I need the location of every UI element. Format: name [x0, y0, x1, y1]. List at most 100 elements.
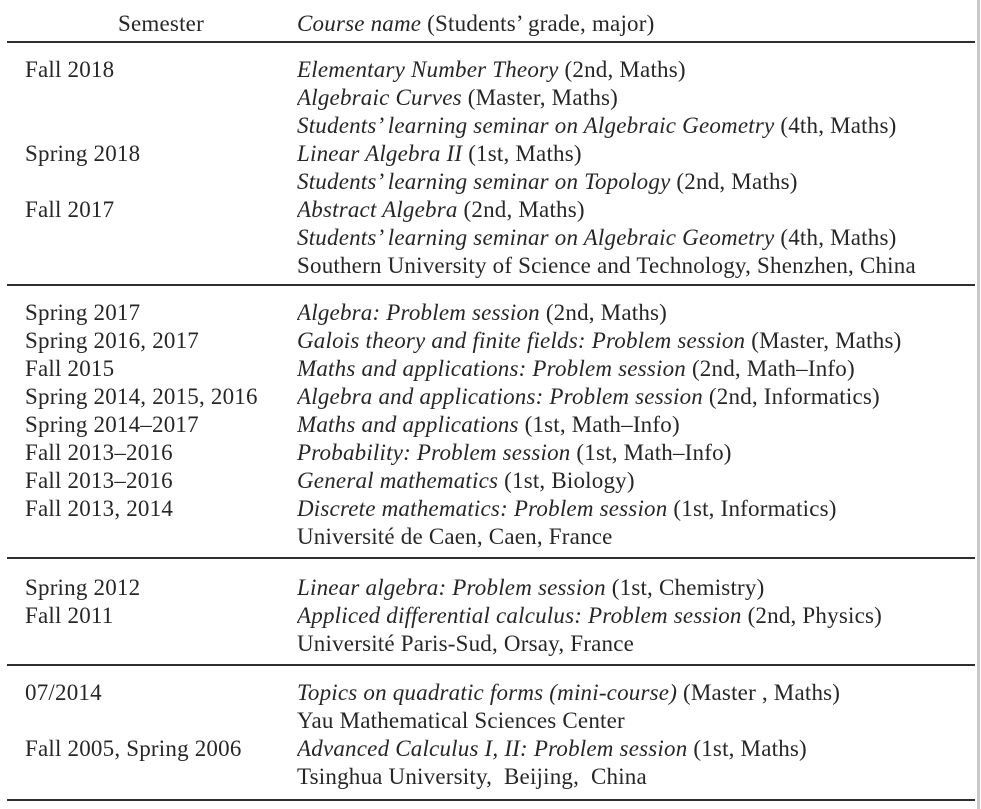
course-cell: Galois theory and finite fields: Problem…	[297, 327, 975, 355]
semester-cell	[7, 763, 297, 791]
course-detail: (1st, Informatics)	[667, 496, 837, 521]
semester-cell	[7, 252, 297, 280]
course-cell: Algebra and applications: Problem sessio…	[297, 383, 975, 411]
semester-cell	[7, 168, 297, 196]
table-row: Fall 2013, 2014 Discrete mathematics: Pr…	[7, 495, 975, 523]
course-detail: (1st, Maths)	[687, 736, 807, 761]
semester-cell: Spring 2014–2017	[25, 412, 199, 437]
table-row: Algebraic Curves (Master, Maths)	[7, 84, 975, 112]
semester-cell: Fall 2017	[25, 197, 115, 222]
course-header-detail: (Students’ grade, major)	[421, 11, 655, 36]
table-row: Spring 2016, 2017 Galois theory and fini…	[7, 327, 975, 355]
institution-row: Université de Caen, Caen, France	[7, 523, 975, 551]
course-cell: Students’ learning seminar on Topology (…	[297, 168, 975, 196]
course-cell: Students’ learning seminar on Algebraic …	[297, 112, 975, 140]
course-detail: (2nd, Maths)	[558, 57, 686, 82]
course-name: Topics on quadratic forms (mini-course)	[297, 680, 678, 705]
table-header: Semester Course name (Students’ grade, m…	[7, 0, 975, 43]
semester-cell: Fall 2011	[25, 603, 114, 628]
course-name: Students’ learning seminar on Algebraic …	[297, 225, 775, 250]
institution-name: Yau Mathematical Sciences Center	[297, 708, 625, 733]
table-row: Spring 2017 Algebra: Problem session (2n…	[7, 299, 975, 327]
semester-column-header: Semester	[118, 11, 204, 36]
institution-cell: Université Paris-Sud, Orsay, France	[297, 630, 975, 658]
institution-cell: Yau Mathematical Sciences Center	[297, 707, 975, 735]
institution-name: Tsinghua University, Beijing, China	[297, 764, 647, 789]
course-name: Maths and applications: Problem session	[297, 356, 686, 381]
header-row: Semester Course name (Students’ grade, m…	[7, 10, 975, 38]
semester-cell: Fall 2013–2016	[25, 468, 173, 493]
course-detail: (Master, Maths)	[745, 328, 902, 353]
course-detail: (4th, Maths)	[774, 225, 897, 250]
course-name: Elementary Number Theory	[297, 57, 559, 82]
course-detail: (2nd, Math–Info)	[686, 356, 855, 381]
table-row: Students’ learning seminar on Algebraic …	[7, 112, 975, 140]
semester-cell	[7, 84, 297, 112]
course-cell: Appliced differential calculus: Problem …	[297, 602, 975, 630]
table-row: Students’ learning seminar on Algebraic …	[7, 224, 975, 252]
semester-cell: Fall 2013, 2014	[25, 496, 174, 521]
table-row: Fall 2017 Abstract Algebra (2nd, Maths)	[7, 196, 975, 224]
course-cell: Linear algebra: Problem session (1st, Ch…	[297, 574, 975, 602]
institution-name: Université de Caen, Caen, France	[297, 524, 613, 549]
course-name: Students’ learning seminar on Topology	[297, 169, 671, 194]
course-cell: Probability: Problem session (1st, Math–…	[297, 439, 975, 467]
course-name: Algebra and applications: Problem sessio…	[297, 384, 703, 409]
course-detail: (1st, Biology)	[498, 468, 635, 493]
table-row: Spring 2012 Linear algebra: Problem sess…	[7, 574, 975, 602]
course-name: Probability: Problem session	[297, 440, 571, 465]
course-cell: Advanced Calculus I, II: Problem session…	[297, 735, 975, 763]
course-name: Students’ learning seminar on Algebraic …	[297, 113, 775, 138]
table-row: Fall 2018 Elementary Number Theory (2nd,…	[7, 56, 975, 84]
institution-cell: Southern University of Science and Techn…	[297, 252, 975, 280]
semester-cell: Fall 2018	[25, 57, 115, 82]
course-cell: Abstract Algebra (2nd, Maths)	[297, 196, 975, 224]
course-detail: (Master, Maths)	[461, 85, 619, 110]
table-row: Fall 2013–2016 General mathematics (1st,…	[7, 467, 975, 495]
course-detail: (2nd, Maths)	[670, 169, 798, 194]
table-row: Spring 2014–2017 Maths and applications …	[7, 411, 975, 439]
course-cell: Students’ learning seminar on Algebraic …	[297, 224, 975, 252]
course-detail: (4th, Maths)	[774, 113, 897, 138]
table-row: Students’ learning seminar on Topology (…	[7, 168, 975, 196]
table-row: Fall 2005, Spring 2006 Advanced Calculus…	[7, 735, 975, 763]
semester-cell: Spring 2017	[25, 300, 141, 325]
course-cell: Algebra: Problem session (2nd, Maths)	[297, 299, 975, 327]
institution-row: Université Paris-Sud, Orsay, France	[7, 630, 975, 658]
course-name: Algebraic Curves	[297, 85, 462, 110]
course-column-header: Course name (Students’ grade, major)	[297, 10, 975, 38]
table-row: Fall 2013–2016 Probability: Problem sess…	[7, 439, 975, 467]
institution-name: Southern University of Science and Techn…	[297, 253, 916, 278]
course-name: Linear algebra: Problem session	[297, 575, 606, 600]
semester-cell	[7, 630, 297, 658]
table-row: Fall 2015 Maths and applications: Proble…	[7, 355, 975, 383]
semester-cell: Spring 2018	[25, 141, 141, 166]
semester-cell	[7, 112, 297, 140]
semester-cell	[7, 523, 297, 551]
course-name: Linear Algebra II	[297, 141, 463, 166]
course-detail: (1st, Math–Info)	[518, 412, 680, 437]
course-name: Galois theory and finite fields: Problem…	[297, 328, 746, 353]
semester-cell: 07/2014	[25, 680, 102, 705]
course-detail: (1st, Math–Info)	[570, 440, 732, 465]
course-cell: Topics on quadratic forms (mini-course) …	[297, 679, 975, 707]
course-header-name: Course name	[297, 11, 422, 36]
table-row: Spring 2014, 2015, 2016 Algebra and appl…	[7, 383, 975, 411]
semester-cell: Fall 2015	[25, 356, 115, 381]
course-cell: Discrete mathematics: Problem session (1…	[297, 495, 975, 523]
table-row: Spring 2018 Linear Algebra II (1st, Math…	[7, 140, 975, 168]
course-cell: Maths and applications: Problem session …	[297, 355, 975, 383]
semester-cell: Fall 2005, Spring 2006	[25, 736, 242, 761]
section-tsinghua-yau: 07/2014 Topics on quadratic forms (mini-…	[7, 666, 975, 801]
institution-cell: Université de Caen, Caen, France	[297, 523, 975, 551]
course-name: General mathematics	[297, 468, 499, 493]
section-caen: Spring 2017 Algebra: Problem session (2n…	[7, 286, 975, 559]
course-name: Advanced Calculus I, II: Problem session	[297, 736, 688, 761]
course-detail: (Master , Maths)	[677, 680, 841, 705]
course-detail: (2nd, Physics)	[741, 603, 882, 628]
page-right-border	[977, 0, 980, 809]
course-detail: (2nd, Informatics)	[702, 384, 880, 409]
course-cell: Linear Algebra II (1st, Maths)	[297, 140, 975, 168]
course-detail: (2nd, Maths)	[457, 197, 585, 222]
